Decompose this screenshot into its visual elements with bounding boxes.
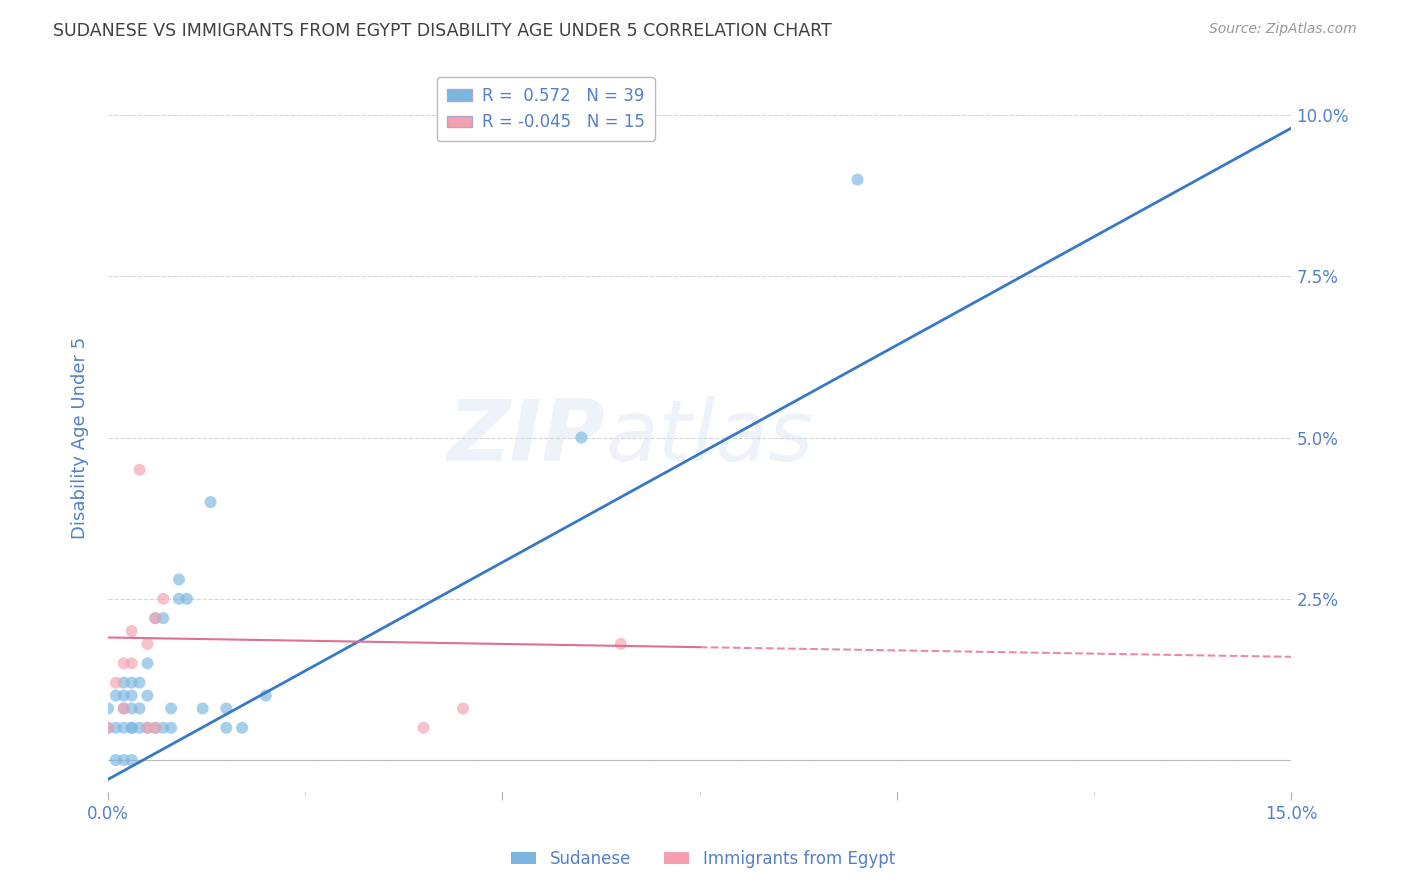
Point bbox=[846, 172, 869, 186]
Point bbox=[112, 701, 135, 715]
Point bbox=[569, 431, 592, 445]
Point bbox=[104, 675, 127, 690]
Point bbox=[143, 611, 166, 625]
Text: ZIP: ZIP bbox=[447, 396, 605, 479]
Point bbox=[128, 675, 150, 690]
Point bbox=[152, 611, 174, 625]
Point bbox=[112, 657, 135, 671]
Point bbox=[97, 721, 120, 735]
Point bbox=[412, 721, 434, 735]
Point bbox=[97, 721, 120, 735]
Point bbox=[152, 721, 174, 735]
Point bbox=[176, 591, 198, 606]
Point bbox=[121, 624, 143, 638]
Point bbox=[112, 675, 135, 690]
Point bbox=[167, 591, 190, 606]
Point bbox=[121, 753, 143, 767]
Point bbox=[136, 637, 159, 651]
Point bbox=[121, 721, 143, 735]
Text: atlas: atlas bbox=[605, 396, 813, 479]
Point bbox=[143, 721, 166, 735]
Text: Source: ZipAtlas.com: Source: ZipAtlas.com bbox=[1209, 22, 1357, 37]
Point bbox=[143, 611, 166, 625]
Point bbox=[231, 721, 253, 735]
Point bbox=[97, 701, 120, 715]
Point bbox=[112, 753, 135, 767]
Point bbox=[143, 721, 166, 735]
Point bbox=[610, 637, 633, 651]
Point bbox=[215, 701, 238, 715]
Point bbox=[112, 701, 135, 715]
Point bbox=[121, 689, 143, 703]
Point bbox=[112, 721, 135, 735]
Y-axis label: Disability Age Under 5: Disability Age Under 5 bbox=[72, 336, 89, 539]
Point bbox=[128, 463, 150, 477]
Point bbox=[254, 689, 277, 703]
Point bbox=[121, 675, 143, 690]
Point bbox=[112, 689, 135, 703]
Point bbox=[128, 701, 150, 715]
Point bbox=[136, 689, 159, 703]
Point bbox=[136, 657, 159, 671]
Point bbox=[160, 701, 183, 715]
Point bbox=[121, 701, 143, 715]
Point bbox=[215, 721, 238, 735]
Point bbox=[128, 721, 150, 735]
Point bbox=[191, 701, 214, 715]
Point bbox=[152, 591, 174, 606]
Point bbox=[160, 721, 183, 735]
Point bbox=[121, 657, 143, 671]
Point bbox=[136, 721, 159, 735]
Point bbox=[104, 721, 127, 735]
Point bbox=[121, 721, 143, 735]
Text: SUDANESE VS IMMIGRANTS FROM EGYPT DISABILITY AGE UNDER 5 CORRELATION CHART: SUDANESE VS IMMIGRANTS FROM EGYPT DISABI… bbox=[53, 22, 832, 40]
Point bbox=[167, 573, 190, 587]
Legend: R =  0.572   N = 39, R = -0.045   N = 15: R = 0.572 N = 39, R = -0.045 N = 15 bbox=[437, 77, 655, 141]
Point bbox=[200, 495, 222, 509]
Legend: Sudanese, Immigrants from Egypt: Sudanese, Immigrants from Egypt bbox=[505, 844, 901, 875]
Point bbox=[104, 689, 127, 703]
Point bbox=[104, 753, 127, 767]
Point bbox=[451, 701, 474, 715]
Point bbox=[136, 721, 159, 735]
